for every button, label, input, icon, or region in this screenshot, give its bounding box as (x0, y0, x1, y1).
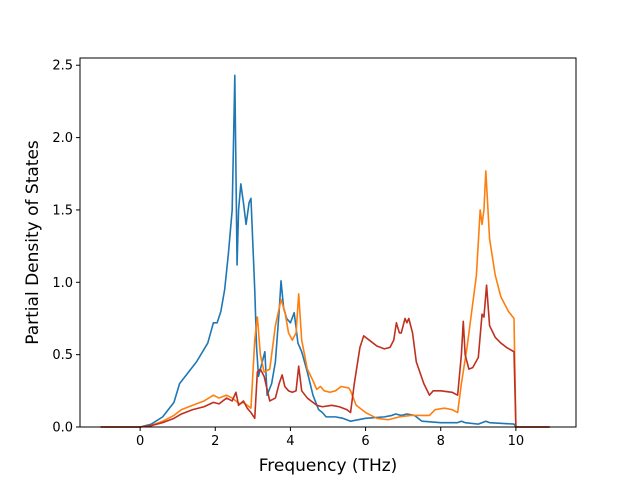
y-tick-label: 1.0 (52, 276, 73, 291)
y-tick-label: 0.0 (52, 421, 73, 436)
y-tick-label: 2.5 (52, 59, 73, 74)
series-layer (100, 74, 550, 428)
x-tick-label: 6 (361, 434, 369, 449)
x-tick-label: 2 (211, 434, 219, 449)
y-tick-label: 1.5 (52, 203, 73, 218)
y-tick-label: 2.0 (52, 131, 73, 146)
plot-frame (79, 57, 577, 428)
ticks-layer: 0 2 4 6 8 10 0.0 0.5 1.0 1.5 2.0 2.5 (52, 59, 524, 449)
y-tick-label: 0.5 (52, 348, 73, 363)
x-axis-label: Frequency (THz) (259, 456, 398, 476)
series-line-2 (100, 170, 550, 428)
series-line-1 (100, 74, 550, 428)
x-tick-label: 0 (136, 434, 144, 449)
x-tick-label: 8 (437, 434, 445, 449)
series-line-3 (100, 284, 550, 428)
x-tick-label: 10 (508, 434, 525, 449)
y-axis-label: Partial Density of States (23, 140, 43, 345)
x-tick-label: 4 (286, 434, 294, 449)
